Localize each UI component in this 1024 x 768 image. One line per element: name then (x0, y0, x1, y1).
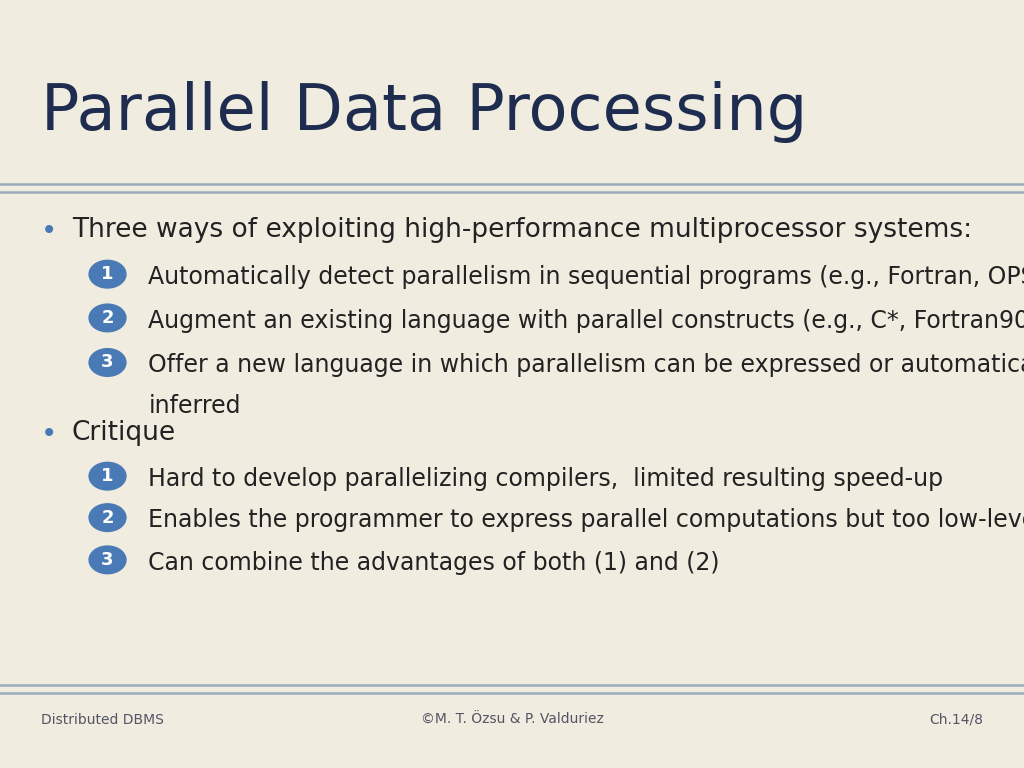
Text: Three ways of exploiting high-performance multiprocessor systems:: Three ways of exploiting high-performanc… (72, 217, 972, 243)
Text: 1: 1 (101, 467, 114, 485)
Circle shape (89, 462, 126, 490)
Text: Can combine the advantages of both (1) and (2): Can combine the advantages of both (1) a… (148, 551, 720, 574)
Text: •: • (41, 420, 57, 448)
Text: Parallel Data Processing: Parallel Data Processing (41, 81, 807, 143)
Text: 2: 2 (101, 508, 114, 527)
Text: •: • (41, 217, 57, 244)
Text: 3: 3 (101, 551, 114, 569)
Text: inferred: inferred (148, 394, 241, 418)
Text: Enables the programmer to express parallel computations but too low-level: Enables the programmer to express parall… (148, 508, 1024, 532)
Text: Automatically detect parallelism in sequential programs (e.g., Fortran, OPS5): Automatically detect parallelism in sequ… (148, 265, 1024, 289)
Text: Critique: Critique (72, 420, 176, 446)
Circle shape (89, 349, 126, 376)
Text: ©M. T. Özsu & P. Valduriez: ©M. T. Özsu & P. Valduriez (421, 713, 603, 727)
Text: Hard to develop parallelizing compilers,  limited resulting speed-up: Hard to develop parallelizing compilers,… (148, 467, 943, 491)
Text: Augment an existing language with parallel constructs (e.g., C*, Fortran90): Augment an existing language with parall… (148, 309, 1024, 333)
Text: Offer a new language in which parallelism can be expressed or automatically: Offer a new language in which parallelis… (148, 353, 1024, 377)
Circle shape (89, 304, 126, 332)
Text: Distributed DBMS: Distributed DBMS (41, 713, 164, 727)
Circle shape (89, 504, 126, 531)
Circle shape (89, 260, 126, 288)
Circle shape (89, 546, 126, 574)
Text: 3: 3 (101, 353, 114, 372)
Text: 2: 2 (101, 309, 114, 327)
Text: 1: 1 (101, 265, 114, 283)
Text: Ch.14/8: Ch.14/8 (929, 713, 983, 727)
